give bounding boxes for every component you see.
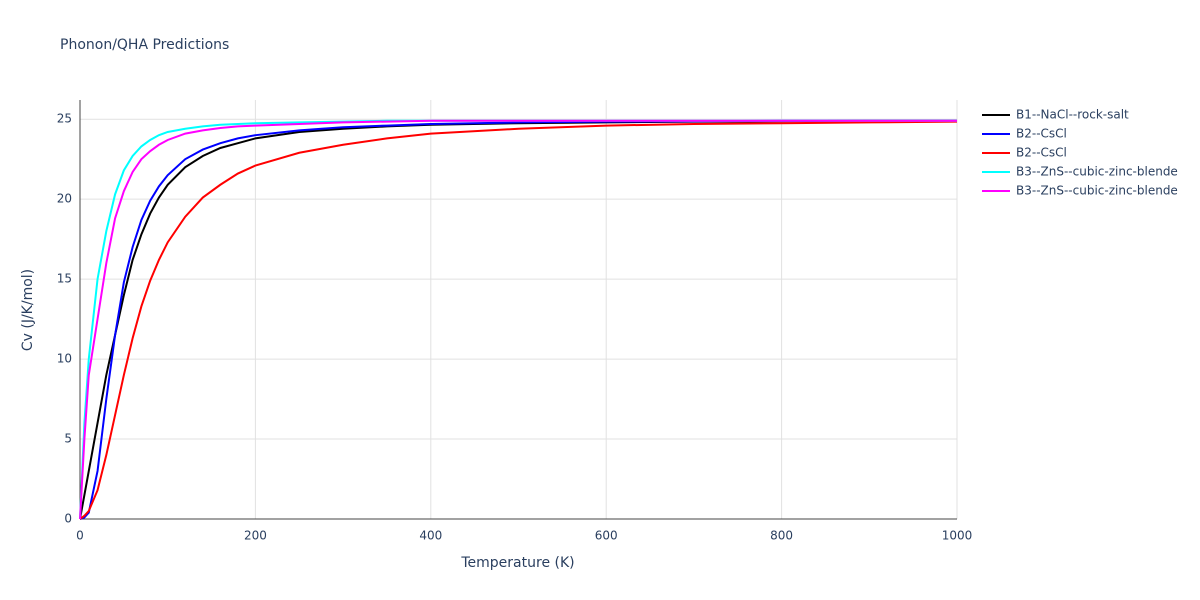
y-tick-label: 10 [57,352,72,366]
y-tick-label: 25 [57,112,72,126]
x-tick-label: 400 [419,529,442,543]
legend-label: B3--ZnS--cubic-zinc-blende [1016,184,1178,198]
x-tick-label: 0 [76,529,84,543]
y-tick-label: 5 [64,432,72,446]
legend-label: B3--ZnS--cubic-zinc-blende [1016,165,1178,179]
x-tick-label: 1000 [942,529,973,543]
x-tick-label: 200 [244,529,267,543]
legend-label: B2--CsCl [1016,146,1067,160]
y-tick-label: 0 [64,512,72,526]
x-axis-label: Temperature (K) [460,555,574,571]
series-line [79,119,957,520]
legend-label: B2--CsCl [1016,127,1067,141]
legend-label: B1--NaCl--rock-salt [1016,108,1129,122]
x-tick-label: 600 [595,529,618,543]
series-line [79,119,957,520]
y-axis-label: Cv (J/K/mol) [20,269,36,351]
y-tick-label: 20 [57,192,72,206]
series-line [79,119,957,520]
series-line [79,119,957,520]
series-line [79,120,958,520]
y-tick-label: 15 [57,272,72,286]
x-tick-label: 800 [770,529,793,543]
chart-title: Phonon/QHA Predictions [60,37,229,53]
